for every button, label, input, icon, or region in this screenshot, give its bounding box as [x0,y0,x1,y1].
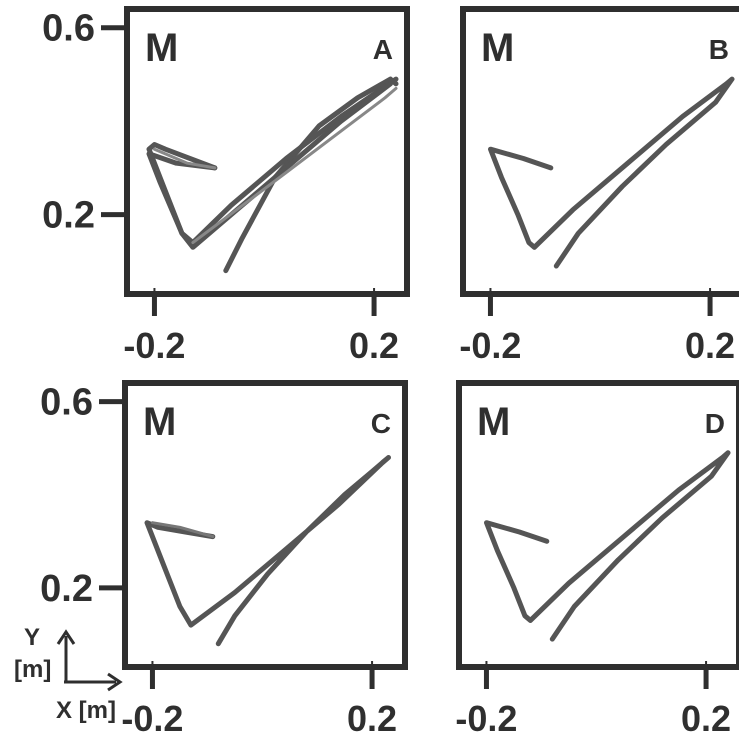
y-axis-unit: [m] [14,656,51,683]
trajectory-line [223,76,399,274]
panel-label: D [705,408,725,439]
x-tick-label: -0.2 [455,698,517,734]
panels: -0.2 0.20.60.2M A-0.2 0.2M B-0.2 0.20.60.2M C-… [40,6,739,734]
panel-c: -0.2 0.2 0.6 0.2 M C [40,380,408,734]
y-arrow-head [56,629,76,645]
x-tick-label: 0.2 [685,325,735,366]
panel-label: A [373,34,393,65]
trajectory-line [488,76,735,269]
x-tick-label: -0.2 [123,325,185,366]
y-tick-label: 0.2 [40,568,93,610]
x-tick-label: -0.2 [459,325,521,366]
trajectory-line [191,86,398,245]
subject-label: M [145,26,178,70]
trajectory-line [144,455,391,647]
y-tick-label: 0.6 [42,8,95,50]
panel-b: -0.2 0.2 M B [459,6,739,366]
trajectory-line [151,521,215,539]
x-arrow-head [107,672,123,692]
y-tick-label: 0.2 [42,195,95,237]
x-axis-label: X [m] [56,697,116,724]
axis-indicator: Y [m] X [m] [14,624,123,724]
panel-frame [122,380,408,670]
panel-frame [456,380,739,670]
x-tick-label: 0.2 [349,325,399,366]
trajectory-line [153,147,217,170]
panel-a: -0.2 0.2 0.6 0.2 M A [42,6,410,366]
subject-label: M [481,26,514,70]
y-tick-label: 0.6 [40,382,93,424]
x-tick-label: 0.2 [347,698,397,734]
trajectory-line [484,450,731,642]
x-tick-label: 0.2 [681,698,731,734]
panel-d: -0.2 0.2 M D [455,380,739,734]
subject-label: M [143,400,176,444]
subject-label: M [477,400,510,444]
panel-frame [124,6,410,297]
panel-frame [460,6,739,297]
x-tick-label: -0.2 [121,698,183,734]
panel-label: C [371,408,391,439]
trajectory-line [146,76,399,246]
trajectory-line [146,81,393,250]
y-axis-label: Y [24,624,40,651]
panel-label: B [709,34,729,65]
